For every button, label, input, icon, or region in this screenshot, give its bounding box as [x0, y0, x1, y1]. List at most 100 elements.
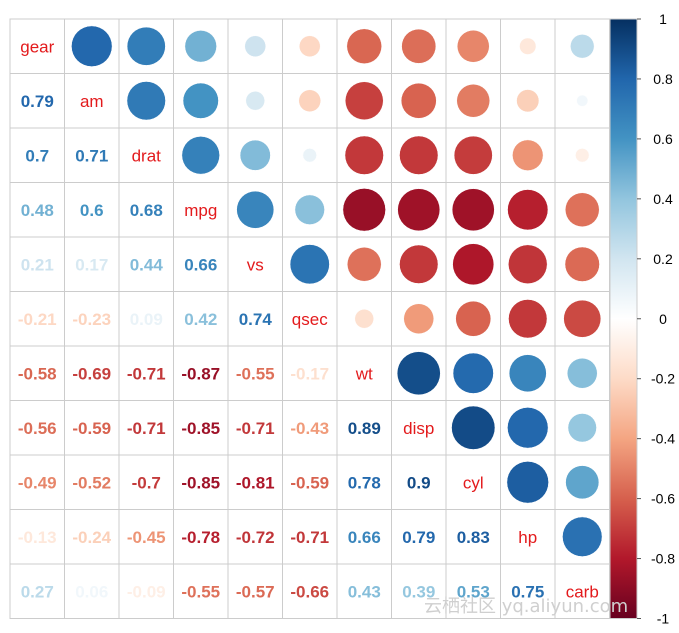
corr-circle-mpg-qsec	[294, 194, 325, 225]
corr-circle-am-vs	[245, 91, 265, 111]
corr-circle-drat-wt	[344, 135, 384, 175]
colorbar-tick-label: 0	[659, 311, 667, 327]
corr-circle-wt-cyl	[452, 352, 494, 394]
corr-circle-vs-qsec	[289, 244, 330, 285]
corr-value-wt-vs: -0.55	[236, 364, 275, 383]
corr-circle-vs-carb	[564, 246, 600, 282]
corr-circle-vs-wt	[347, 247, 382, 282]
corr-circle-mpg-hp	[507, 189, 549, 231]
corr-circle-drat-qsec	[302, 148, 317, 163]
colorbar-tick-label: -1	[657, 611, 670, 627]
colorbar-tick-label: 1	[659, 11, 667, 27]
corr-circle-wt-carb	[566, 357, 598, 389]
corr-value-cyl-qsec: -0.59	[290, 473, 329, 492]
corr-value-am-gear: 0.79	[21, 92, 54, 111]
watermark-text: 云栖社区 yq.aliyun.com	[424, 596, 629, 617]
corr-value-carb-wt: 0.43	[348, 582, 381, 601]
corr-circle-drat-disp	[399, 135, 439, 175]
corr-circle-drat-carb	[575, 148, 590, 163]
corr-circle-cyl-hp	[506, 461, 549, 504]
corr-value-carb-drat: -0.09	[127, 582, 166, 601]
corr-value-carb-cyl: 0.53	[457, 582, 490, 601]
corr-circle-gear-disp	[401, 28, 437, 64]
corr-value-hp-vs: -0.72	[236, 528, 275, 547]
corr-value-disp-wt: 0.89	[348, 419, 381, 438]
corr-value-wt-am: -0.69	[72, 364, 111, 383]
corr-circle-am-qsec	[298, 89, 321, 112]
corr-value-disp-drat: -0.71	[127, 419, 166, 438]
variable-label-cyl: cyl	[463, 473, 484, 492]
corr-value-hp-mpg: -0.78	[181, 528, 220, 547]
corr-circle-qsec-carb	[563, 299, 602, 338]
corr-value-carb-vs: -0.57	[236, 582, 275, 601]
corr-circle-am-cyl	[456, 83, 491, 118]
corr-value-carb-disp: 0.39	[402, 582, 435, 601]
corr-value-vs-drat: 0.44	[130, 255, 164, 274]
corr-circle-drat-cyl	[453, 135, 493, 175]
corr-circle-am-disp	[400, 82, 437, 119]
corr-circle-gear-am	[71, 25, 113, 67]
corr-circle-disp-hp	[507, 407, 549, 449]
corr-value-vs-gear: 0.21	[21, 255, 54, 274]
colorbar-tick-label: 0.4	[653, 191, 673, 207]
corr-value-drat-gear: 0.7	[25, 146, 49, 165]
corr-value-hp-qsec: -0.71	[290, 528, 329, 547]
corr-circle-gear-wt	[346, 28, 382, 64]
corr-value-vs-am: 0.17	[75, 255, 108, 274]
corr-value-cyl-vs: -0.81	[236, 473, 275, 492]
corr-circle-am-drat	[126, 81, 166, 121]
corr-circle-gear-hp	[519, 37, 537, 55]
corr-value-hp-disp: 0.79	[402, 528, 435, 547]
corr-circle-gear-qsec	[299, 35, 321, 57]
corr-circle-cyl-carb	[565, 465, 600, 500]
corr-circle-disp-carb	[567, 413, 597, 443]
corr-value-disp-gear: -0.56	[18, 419, 57, 438]
variable-label-drat: drat	[132, 146, 162, 165]
corr-circle-qsec-hp	[508, 299, 548, 339]
corr-circle-wt-disp	[396, 351, 441, 396]
corr-circle-qsec-wt	[354, 309, 374, 329]
colorbar	[609, 18, 638, 619]
corr-circle-mpg-wt	[342, 188, 386, 232]
corr-circle-gear-cyl	[456, 29, 490, 63]
corr-value-qsec-am: -0.23	[72, 310, 111, 329]
corr-circle-qsec-cyl	[455, 300, 492, 337]
corr-value-cyl-am: -0.52	[72, 473, 111, 492]
variable-label-hp: hp	[518, 528, 537, 547]
corr-value-vs-mpg: 0.66	[184, 255, 217, 274]
colorbar-tick-label: 0.2	[653, 251, 673, 267]
corr-circle-mpg-cyl	[451, 188, 495, 232]
corr-value-carb-gear: 0.27	[21, 582, 54, 601]
corr-value-cyl-gear: -0.49	[18, 473, 57, 492]
corr-value-carb-qsec: -0.66	[290, 582, 329, 601]
corr-value-disp-am: -0.59	[72, 419, 111, 438]
corr-value-mpg-drat: 0.68	[130, 201, 163, 220]
corr-circle-mpg-carb	[565, 192, 600, 227]
colorbar-tick-label: -0.6	[651, 491, 675, 507]
variable-label-wt: wt	[355, 364, 373, 383]
variable-label-mpg: mpg	[184, 201, 217, 220]
colorbar-tick-label: -0.4	[651, 431, 675, 447]
corr-value-cyl-drat: -0.7	[132, 473, 161, 492]
corr-value-hp-am: -0.24	[72, 528, 111, 547]
corr-circle-am-mpg	[182, 82, 219, 119]
corr-circle-drat-mpg	[181, 136, 220, 175]
variable-label-qsec: qsec	[292, 310, 328, 329]
corr-circle-gear-carb	[570, 34, 595, 59]
corr-circle-drat-vs	[239, 139, 271, 171]
corr-value-hp-cyl: 0.83	[457, 528, 490, 547]
corr-value-carb-hp: 0.75	[511, 582, 544, 601]
variable-label-gear: gear	[20, 37, 54, 56]
corr-value-carb-mpg: -0.55	[181, 582, 220, 601]
corr-value-wt-qsec: -0.17	[290, 364, 329, 383]
corr-circle-am-carb	[576, 94, 589, 107]
corr-value-qsec-drat: 0.09	[130, 310, 163, 329]
corr-circle-gear-vs	[244, 35, 266, 57]
colorbar-tick-label: 0.8	[653, 71, 673, 87]
corr-circle-mpg-vs	[236, 190, 275, 229]
variable-label-vs: vs	[247, 255, 264, 274]
corr-circle-mpg-disp	[397, 188, 441, 232]
corr-circle-wt-hp	[508, 354, 547, 393]
corr-value-mpg-gear: 0.48	[21, 201, 54, 220]
